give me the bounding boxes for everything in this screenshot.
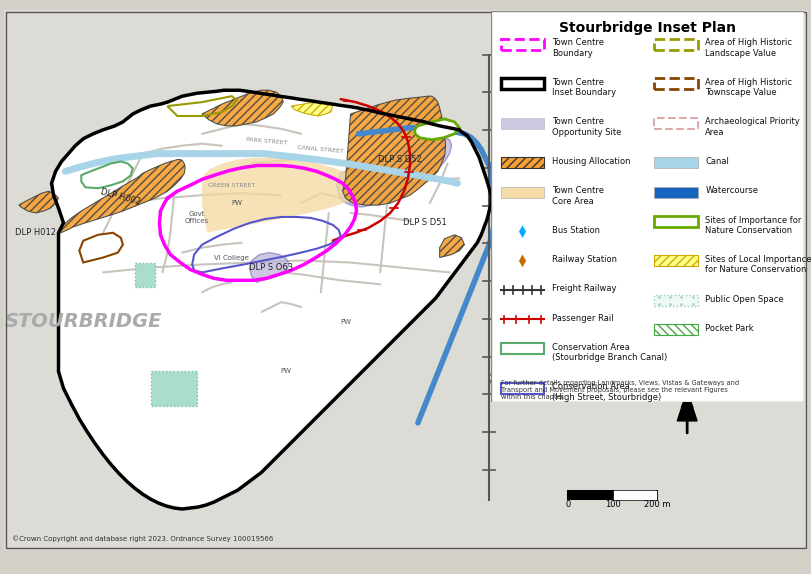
Polygon shape: [249, 253, 289, 282]
Bar: [568, 490, 612, 500]
Text: Passenger Rail: Passenger Rail: [551, 313, 613, 323]
Polygon shape: [342, 96, 445, 205]
Text: 0: 0: [565, 500, 570, 509]
Bar: [653, 39, 697, 50]
Bar: [653, 78, 697, 89]
Text: Stourbridge Inset Plan: Stourbridge Inset Plan: [559, 21, 735, 35]
Text: Sites of Local Importance
for Nature Conservation: Sites of Local Importance for Nature Con…: [705, 255, 811, 274]
Text: Watercourse: Watercourse: [705, 186, 757, 195]
Text: Housing Allocation: Housing Allocation: [551, 157, 630, 166]
Text: For further details regarding Landmarks, Views, Vistas & Gateways and
Transport : For further details regarding Landmarks,…: [500, 381, 738, 400]
Text: DLP S D51: DLP S D51: [402, 218, 446, 227]
Text: Public Open Space: Public Open Space: [705, 294, 783, 304]
Text: Town Centre
Core Area: Town Centre Core Area: [551, 186, 603, 205]
Polygon shape: [58, 160, 185, 233]
Bar: [653, 118, 697, 129]
Bar: [653, 187, 697, 197]
Bar: [500, 78, 543, 89]
Polygon shape: [518, 224, 526, 239]
Text: 200 m: 200 m: [643, 500, 670, 509]
Bar: [653, 324, 697, 335]
Polygon shape: [439, 235, 464, 258]
Polygon shape: [52, 90, 491, 509]
Text: NORTH: NORTH: [667, 373, 706, 383]
Polygon shape: [150, 371, 197, 406]
Text: DLP S D52: DLP S D52: [378, 155, 422, 164]
Bar: [653, 216, 697, 227]
Polygon shape: [135, 262, 154, 287]
Text: Freight Railway: Freight Railway: [551, 284, 616, 293]
Text: GREEN STREET: GREEN STREET: [208, 183, 255, 188]
Polygon shape: [337, 138, 451, 207]
Text: DLP H002: DLP H002: [100, 188, 142, 207]
Text: Canal: Canal: [705, 157, 728, 166]
Text: PARK STREET: PARK STREET: [245, 137, 287, 146]
Bar: [500, 187, 543, 197]
Polygon shape: [676, 391, 696, 421]
Polygon shape: [19, 191, 58, 213]
Bar: [500, 343, 543, 354]
Bar: [500, 157, 543, 168]
Polygon shape: [414, 119, 459, 139]
Text: STOURBRIDGE: STOURBRIDGE: [5, 312, 162, 331]
Text: Area of High Historic
Landscape Value: Area of High Historic Landscape Value: [705, 38, 792, 58]
Text: PW: PW: [231, 200, 242, 206]
Text: Conservation Area
(High Street, Stourbridge): Conservation Area (High Street, Stourbri…: [551, 382, 661, 402]
Text: DLP H014: DLP H014: [487, 368, 529, 390]
Text: Sites of Importance for
Nature Conservation: Sites of Importance for Nature Conservat…: [705, 215, 800, 235]
Polygon shape: [488, 371, 523, 389]
Text: PW: PW: [340, 319, 350, 325]
Text: Archaeological Priority
Area: Archaeological Priority Area: [705, 118, 799, 137]
Text: PW: PW: [281, 369, 291, 374]
Text: VI College: VI College: [214, 254, 249, 261]
Bar: [500, 383, 543, 394]
Polygon shape: [518, 254, 526, 268]
Text: 100: 100: [604, 500, 620, 509]
Text: Conservation Area
(Stourbridge Branch Canal): Conservation Area (Stourbridge Branch Ca…: [551, 343, 667, 362]
Polygon shape: [291, 102, 333, 116]
Text: Railway Station: Railway Station: [551, 255, 616, 264]
Bar: [653, 255, 697, 266]
Text: ©Crown Copyright and database right 2023. Ordnance Survey 100019566: ©Crown Copyright and database right 2023…: [12, 535, 273, 542]
Polygon shape: [202, 90, 283, 126]
Text: DLP H012: DLP H012: [15, 228, 56, 237]
Bar: [500, 118, 543, 129]
Text: Area of High Historic
Townscape Value: Area of High Historic Townscape Value: [705, 78, 792, 98]
Polygon shape: [202, 157, 362, 233]
Text: DLP S O63: DLP S O63: [249, 263, 293, 272]
Text: Govt
Offices: Govt Offices: [185, 211, 209, 224]
Bar: [500, 39, 543, 50]
Text: CANAL STREET: CANAL STREET: [297, 145, 344, 154]
Bar: [612, 490, 657, 500]
Text: Town Centre
Opportunity Site: Town Centre Opportunity Site: [551, 118, 621, 137]
Text: Bus Station: Bus Station: [551, 226, 599, 235]
Bar: [653, 295, 697, 306]
Text: Town Centre
Boundary: Town Centre Boundary: [551, 38, 603, 58]
Text: Pocket Park: Pocket Park: [705, 324, 753, 333]
Text: Town Centre
Inset Boundary: Town Centre Inset Boundary: [551, 78, 616, 98]
Bar: [653, 157, 697, 168]
